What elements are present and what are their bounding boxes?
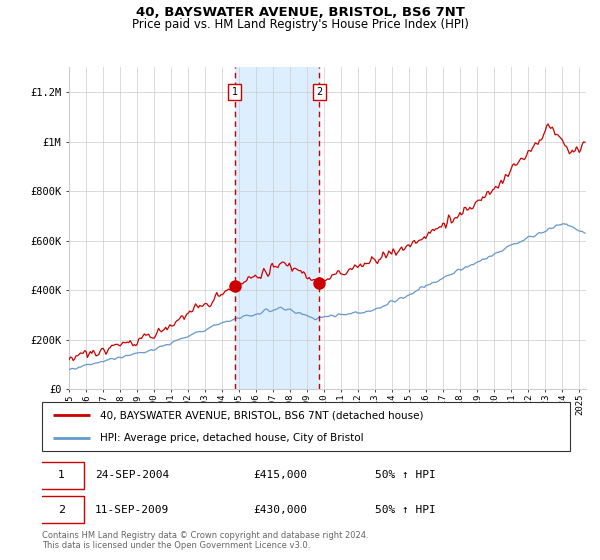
Text: Contains HM Land Registry data © Crown copyright and database right 2024.
This d: Contains HM Land Registry data © Crown c… [42, 531, 368, 550]
Text: 50% ↑ HPI: 50% ↑ HPI [374, 505, 436, 515]
FancyBboxPatch shape [42, 402, 570, 451]
Text: £430,000: £430,000 [253, 505, 307, 515]
Text: HPI: Average price, detached house, City of Bristol: HPI: Average price, detached house, City… [100, 433, 364, 444]
Text: 2: 2 [316, 87, 322, 97]
Text: 24-SEP-2004: 24-SEP-2004 [95, 470, 169, 480]
Text: 1: 1 [58, 470, 65, 480]
Text: 1: 1 [232, 87, 238, 97]
Text: 40, BAYSWATER AVENUE, BRISTOL, BS6 7NT (detached house): 40, BAYSWATER AVENUE, BRISTOL, BS6 7NT (… [100, 410, 424, 421]
Text: 2: 2 [58, 505, 65, 515]
Text: 11-SEP-2009: 11-SEP-2009 [95, 505, 169, 515]
FancyBboxPatch shape [40, 496, 84, 523]
Text: £415,000: £415,000 [253, 470, 307, 480]
Text: 40, BAYSWATER AVENUE, BRISTOL, BS6 7NT: 40, BAYSWATER AVENUE, BRISTOL, BS6 7NT [136, 6, 464, 18]
FancyBboxPatch shape [40, 462, 84, 489]
Text: Price paid vs. HM Land Registry's House Price Index (HPI): Price paid vs. HM Land Registry's House … [131, 18, 469, 31]
Text: 50% ↑ HPI: 50% ↑ HPI [374, 470, 436, 480]
Bar [235, 67, 319, 389]
